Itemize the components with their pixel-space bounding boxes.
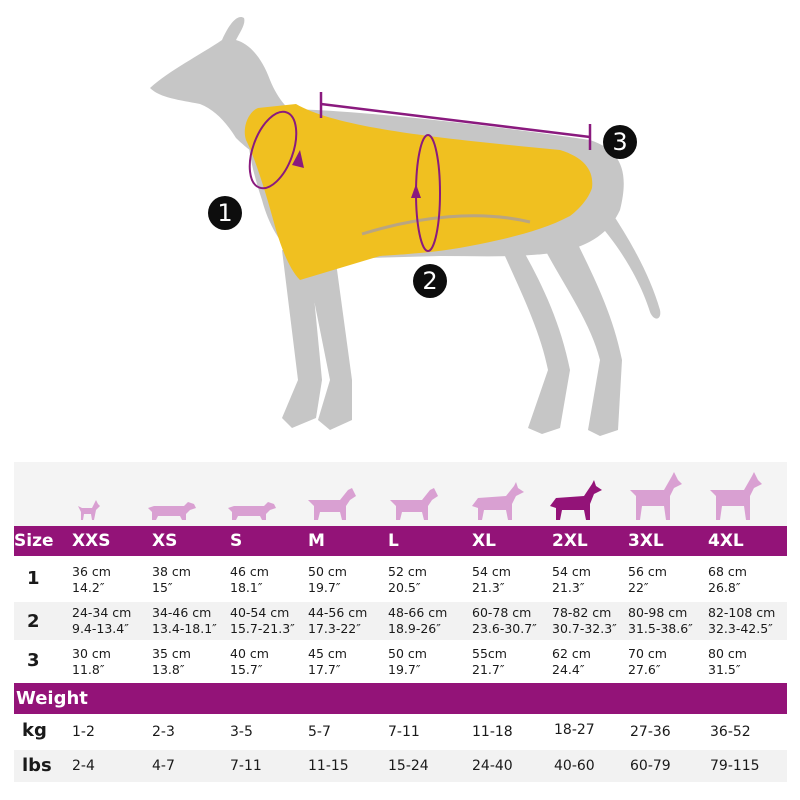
cell: 15-24 <box>388 758 429 774</box>
marker-back-length: 3 <box>603 125 637 159</box>
dog-icon-4xl <box>710 472 762 520</box>
cell: 4-7 <box>152 758 175 774</box>
cell: 50 cm 19.7″ <box>388 646 427 677</box>
cell: 70 cm 27.6″ <box>628 646 667 677</box>
cell: 52 cm 20.5″ <box>388 564 427 595</box>
row-label-kg: kg <box>22 720 47 741</box>
cell: 54 cm 21.3″ <box>552 564 591 595</box>
dog-icon-2xl-selected <box>550 480 602 520</box>
dog-size-icons-row <box>14 462 787 526</box>
dog-icon-l <box>390 488 438 520</box>
size-3xl: 3XL <box>628 531 664 551</box>
cell: 50 cm 19.7″ <box>308 564 347 595</box>
marker-neck: 1 <box>208 196 242 230</box>
size-s: S <box>230 531 243 551</box>
cell: 60-78 cm 23.6-30.7″ <box>472 605 537 636</box>
size-xxs: XXS <box>72 531 111 551</box>
cell: 44-56 cm 17.3-22″ <box>308 605 368 636</box>
cell: 38 cm 15″ <box>152 564 191 595</box>
cell: 79-115 <box>710 758 760 774</box>
dog-measurement-illustration: 1 2 3 <box>150 16 661 436</box>
cell: 36 cm 14.2″ <box>72 564 111 595</box>
size-2xl: 2XL <box>552 531 588 551</box>
cell: 82-108 cm 32.3-42.5″ <box>708 605 776 636</box>
size-chart-table: Size XXS XS S M L XL 2XL 3XL 4XL 1 36 cm… <box>14 462 787 782</box>
cell: 46 cm 18.1″ <box>230 564 269 595</box>
cell: 5-7 <box>308 724 331 740</box>
cell: 56 cm 22″ <box>628 564 667 595</box>
cell: 2-4 <box>72 758 95 774</box>
cell: 48-66 cm 18.9-26″ <box>388 605 448 636</box>
size-xs: XS <box>152 531 178 551</box>
row-label-lbs: lbs <box>22 755 52 776</box>
row-label-3: 3 <box>27 650 40 671</box>
dog-icon-xs <box>148 502 196 520</box>
size-4xl: 4XL <box>708 531 744 551</box>
cell: 55cm 21.7″ <box>472 646 507 677</box>
marker-chest: 2 <box>413 264 447 298</box>
dog-icon-s <box>228 502 276 520</box>
cell: 2-3 <box>152 724 175 740</box>
cell: 11-15 <box>308 758 349 774</box>
cell: 78-82 cm 30.7-32.3″ <box>552 605 617 636</box>
cell: 24-40 <box>472 758 513 774</box>
cell: 80-98 cm 31.5-38.6″ <box>628 605 693 636</box>
dog-icon-xxs <box>78 500 100 520</box>
cell: 40-60 <box>554 758 595 774</box>
size-header-label: Size <box>14 531 54 551</box>
row-label-2: 2 <box>27 611 40 632</box>
cell: 54 cm 21.3″ <box>472 564 511 595</box>
cell: 40 cm 15.7″ <box>230 646 269 677</box>
dog-icon-m <box>308 488 356 520</box>
size-m: M <box>308 531 325 551</box>
cell: 24-34 cm 9.4-13.4″ <box>72 605 132 636</box>
cell: 34-46 cm 13.4-18.1″ <box>152 605 217 636</box>
weight-row-lbs: lbs 2-4 4-7 7-11 11-15 15-24 24-40 40-60… <box>14 750 787 782</box>
cell: 1-2 <box>72 724 95 740</box>
cell: 60-79 <box>630 758 671 774</box>
measurement-row-1: 1 36 cm 14.2″ 38 cm 15″ 46 cm 18.1″ 50 cm 19… <box>14 558 787 600</box>
cell: 40-54 cm 15.7-21.3″ <box>230 605 295 636</box>
cell: 7-11 <box>230 758 262 774</box>
weight-header-band: Weight <box>14 683 787 714</box>
cell: 11-18 <box>472 724 513 740</box>
cell: 18-27 <box>554 722 595 738</box>
dog-icon-xl <box>472 482 524 520</box>
cell: 36-52 <box>710 724 751 740</box>
cell: 62 cm 24.4″ <box>552 646 591 677</box>
weight-header-label: Weight <box>16 688 88 709</box>
cell: 30 cm 11.8″ <box>72 646 111 677</box>
weight-row-kg: kg 1-2 2-3 3-5 5-7 7-11 11-18 18-27 27-3… <box>14 716 787 748</box>
cell: 45 cm 17.7″ <box>308 646 347 677</box>
row-label-1: 1 <box>27 568 40 589</box>
cell: 7-11 <box>388 724 420 740</box>
measurement-row-2: 2 24-34 cm 9.4-13.4″ 34-46 cm 13.4-18.1″ 4… <box>14 602 787 640</box>
greyhound-silhouette-icon <box>150 16 661 436</box>
measurement-row-3: 3 30 cm 11.8″ 35 cm 13.8″ 40 cm 15.7″ 45 cm… <box>14 642 787 682</box>
cell: 80 cm 31.5″ <box>708 646 747 677</box>
size-header-band: Size XXS XS S M L XL 2XL 3XL 4XL <box>14 526 787 556</box>
dog-icon-3xl <box>630 472 682 520</box>
cell: 3-5 <box>230 724 253 740</box>
cell: 68 cm 26.8″ <box>708 564 747 595</box>
size-l: L <box>388 531 399 551</box>
cell: 35 cm 13.8″ <box>152 646 191 677</box>
size-xl: XL <box>472 531 496 551</box>
cell: 27-36 <box>630 724 671 740</box>
